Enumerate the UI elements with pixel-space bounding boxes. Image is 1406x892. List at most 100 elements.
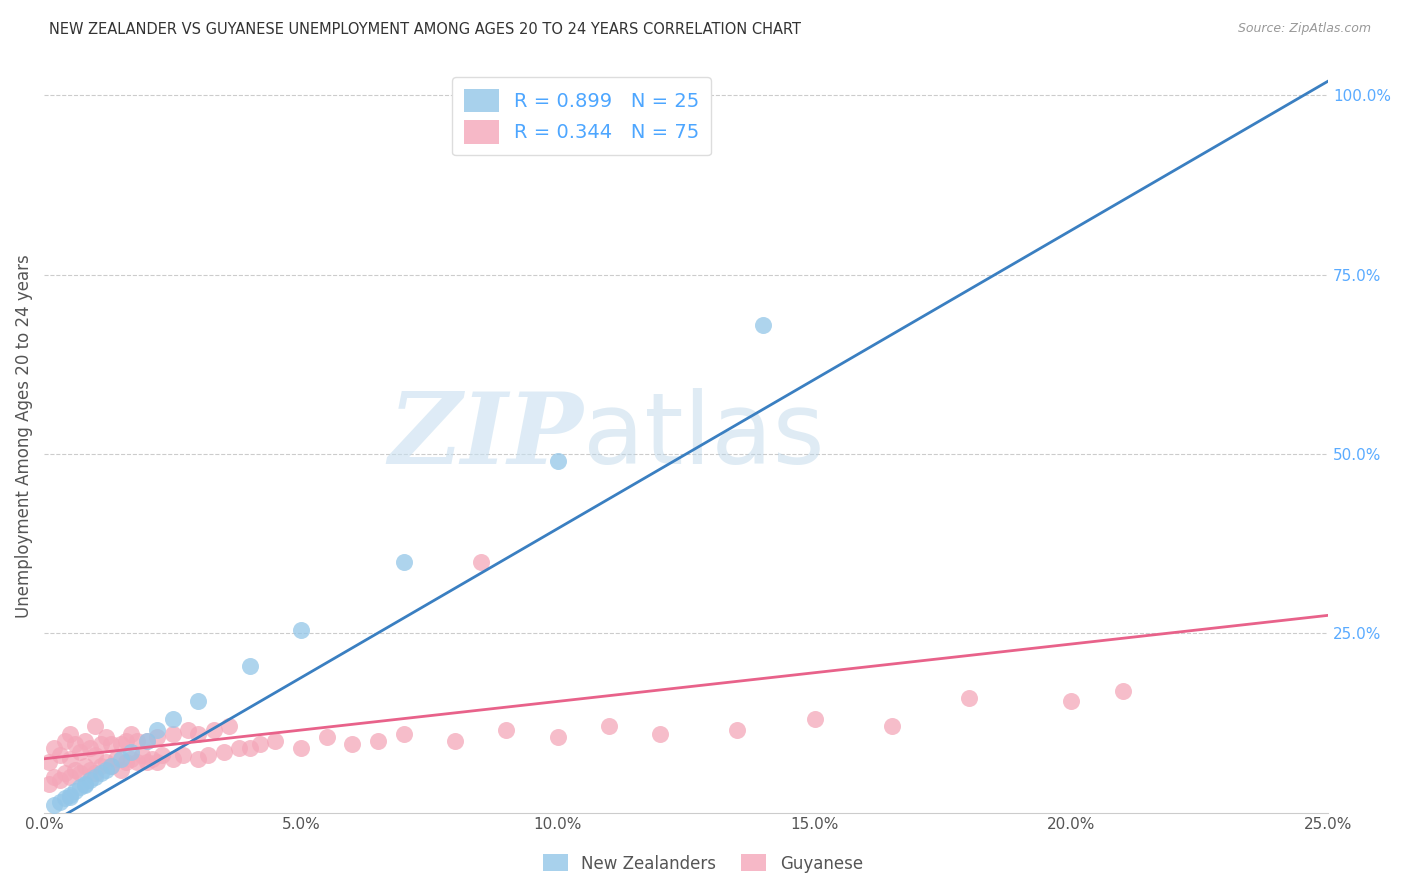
Point (218, 719, 240, 733)
Point (84, 766, 107, 780)
Point (84, 770, 107, 784)
Point (131, 748, 153, 763)
Point (392, 555, 415, 569)
Point (146, 723, 169, 737)
Point (238, 658, 260, 673)
Point (48, 773, 70, 788)
Point (880, 719, 903, 733)
Point (727, 723, 749, 737)
Point (177, 723, 200, 737)
Point (187, 694, 209, 708)
Point (44, 741, 66, 756)
Point (146, 756, 169, 770)
Text: NEW ZEALANDER VS GUYANESE UNEMPLOYMENT AMONG AGES 20 TO 24 YEARS CORRELATION CHA: NEW ZEALANDER VS GUYANESE UNEMPLOYMENT A… (49, 22, 801, 37)
Point (79, 773, 101, 788)
Point (120, 745, 142, 759)
Point (1060, 694, 1083, 708)
Point (59, 789, 82, 804)
Point (392, 726, 415, 740)
Point (146, 731, 169, 745)
Point (110, 738, 132, 752)
Point (59, 770, 82, 784)
Y-axis label: Unemployment Among Ages 20 to 24 years: Unemployment Among Ages 20 to 24 years (15, 254, 32, 618)
Point (94, 731, 117, 745)
Point (125, 734, 148, 748)
Point (212, 745, 235, 759)
Point (63, 738, 86, 752)
Point (44, 798, 66, 813)
Point (957, 690, 980, 705)
Point (38, 777, 60, 791)
Point (752, 318, 775, 332)
Point (547, 454, 569, 468)
Point (172, 748, 194, 763)
Point (100, 738, 122, 752)
Point (162, 712, 184, 726)
Point (115, 756, 138, 770)
Point (69, 745, 91, 759)
Point (120, 726, 142, 740)
Point (110, 752, 132, 766)
Point (84, 748, 107, 763)
Text: Source: ZipAtlas.com: Source: ZipAtlas.com (1237, 22, 1371, 36)
Point (650, 726, 672, 740)
Point (53, 791, 76, 805)
Point (94, 756, 117, 770)
Point (100, 759, 122, 773)
Point (367, 734, 389, 748)
Point (75, 759, 97, 773)
Point (120, 752, 142, 766)
Text: ZIP: ZIP (388, 388, 583, 484)
Point (315, 731, 337, 745)
Point (264, 734, 287, 748)
Point (38, 756, 60, 770)
Point (290, 623, 312, 637)
Point (48, 795, 70, 809)
Point (249, 738, 271, 752)
Point (63, 784, 86, 798)
Point (238, 741, 260, 756)
Point (84, 719, 107, 733)
Point (290, 741, 312, 756)
Point (59, 726, 82, 740)
Point (100, 759, 122, 773)
Point (202, 723, 225, 737)
Point (162, 726, 184, 740)
Point (803, 712, 825, 726)
Legend: New Zealanders, Guyanese: New Zealanders, Guyanese (537, 847, 869, 880)
Legend: R = 0.899   N = 25, R = 0.344   N = 75: R = 0.899 N = 25, R = 0.344 N = 75 (451, 77, 711, 155)
Point (141, 752, 163, 766)
Point (63, 763, 86, 777)
Point (48, 748, 70, 763)
Point (90, 766, 112, 780)
Point (135, 734, 157, 748)
Point (444, 734, 467, 748)
Point (79, 763, 101, 777)
Point (105, 752, 128, 766)
Point (470, 555, 492, 569)
Point (44, 770, 66, 784)
Point (75, 777, 97, 791)
Point (90, 738, 112, 752)
Point (135, 734, 157, 748)
Point (110, 763, 132, 777)
Point (197, 748, 219, 763)
Point (53, 734, 76, 748)
Point (75, 778, 97, 792)
Point (228, 741, 250, 756)
Point (187, 726, 209, 740)
Point (547, 731, 569, 745)
Point (59, 752, 82, 766)
Point (150, 748, 173, 763)
Point (59, 788, 82, 802)
Point (94, 763, 117, 777)
Point (69, 780, 91, 795)
Point (90, 759, 112, 773)
Text: atlas: atlas (583, 387, 825, 484)
Point (187, 752, 209, 766)
Point (162, 752, 184, 766)
Point (495, 723, 517, 737)
Point (135, 756, 157, 770)
Point (69, 766, 91, 780)
Point (598, 719, 620, 733)
